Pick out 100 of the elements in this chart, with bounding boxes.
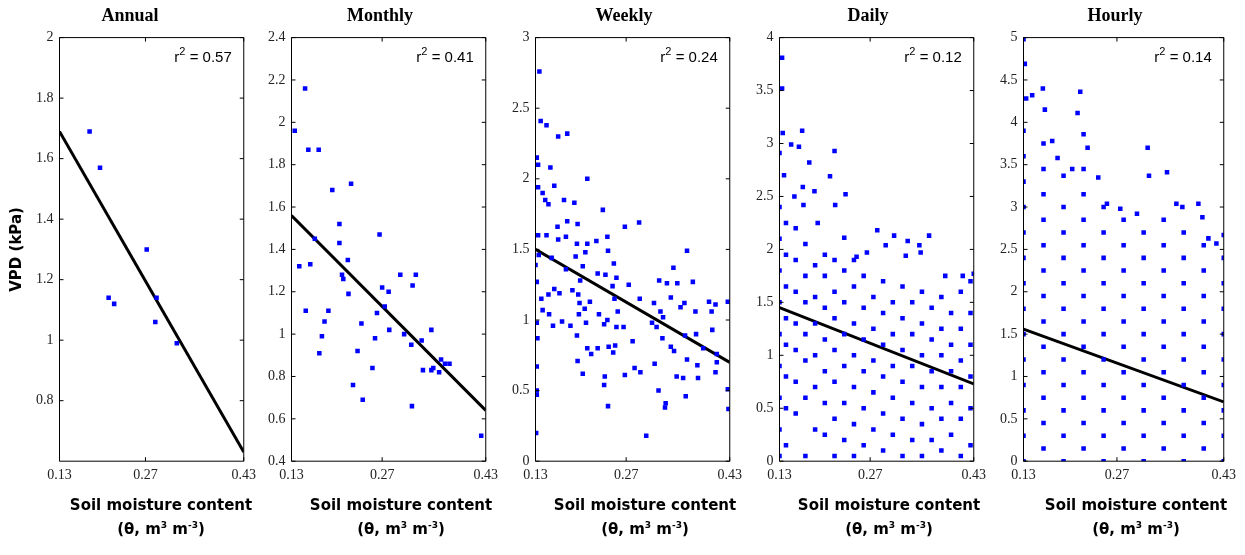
point xyxy=(308,261,313,267)
x-axis-title: Soil moisture content (θ, m$^{3}$ m$^{-3}$) xyxy=(552,495,738,539)
point xyxy=(429,327,434,333)
x-tick-label: 0.27 xyxy=(369,467,395,483)
point xyxy=(359,321,364,326)
y-tick-label: 1.5 xyxy=(1000,325,1018,341)
y-tick-label: 0.5 xyxy=(1000,410,1018,426)
point xyxy=(330,187,335,193)
y-tick-label: 1.5 xyxy=(756,294,774,310)
point xyxy=(322,319,327,324)
y-tick-label: 2.4 xyxy=(268,29,286,45)
point xyxy=(297,264,302,269)
point xyxy=(317,350,322,356)
x-tick-label: 0.43 xyxy=(717,467,742,483)
y-tick-label: 3.5 xyxy=(1000,156,1018,172)
point xyxy=(97,165,103,170)
y-tick-label: 1.8 xyxy=(36,89,54,105)
point xyxy=(387,327,392,333)
point xyxy=(302,86,308,91)
point xyxy=(144,247,149,252)
y-tick-label: 0.6 xyxy=(268,410,286,426)
y-tick-label: 1.6 xyxy=(268,198,286,214)
x-tick-label: 0.43 xyxy=(961,467,986,483)
y-tick-label: 1.2 xyxy=(36,271,54,287)
x-axis-title: Soil moisture content (θ, m$^{3}$ m$^{-3}$) xyxy=(308,495,494,539)
x-tick-label: 0.43 xyxy=(473,467,498,483)
y-tick-label: 2.5 xyxy=(1000,241,1018,257)
y-tick-label: 0.4 xyxy=(268,452,286,468)
point xyxy=(87,129,92,134)
point xyxy=(346,291,351,297)
point xyxy=(106,295,111,301)
y-tick-label: 4 xyxy=(1010,113,1018,129)
point xyxy=(436,369,442,375)
y-tick-label: 5 xyxy=(1010,29,1018,45)
x-tick-label: 0.13 xyxy=(47,467,72,483)
point xyxy=(337,221,342,227)
point xyxy=(377,232,382,237)
y-tick-label: 1 xyxy=(46,331,54,347)
point xyxy=(370,365,375,371)
x-axis-title: Soil moisture content (θ, m$^{3}$ m$^{-3}$) xyxy=(796,495,982,539)
point xyxy=(379,285,385,290)
x-tick-label: 0.27 xyxy=(613,467,639,483)
x-tick-label: 0.27 xyxy=(1104,467,1130,483)
y-tick-label: 3.5 xyxy=(756,82,774,98)
y-tick-label: 2.2 xyxy=(268,71,286,87)
y-tick-label: 1.5 xyxy=(512,241,530,257)
y-tick-label: 1 xyxy=(522,311,530,327)
chart-title: Daily xyxy=(847,5,889,26)
y-tick-label: 2 xyxy=(766,241,774,257)
y-tick-label: 1.4 xyxy=(268,241,286,257)
x-tick-label: 0.43 xyxy=(231,467,256,483)
x-tick-label: 0.13 xyxy=(1011,467,1036,483)
point xyxy=(153,319,158,325)
chart-title: Annual xyxy=(101,5,159,26)
y-tick-label: 0.8 xyxy=(268,368,286,384)
point xyxy=(409,342,414,347)
point xyxy=(386,289,391,295)
point xyxy=(372,336,378,341)
y-tick-label: 2 xyxy=(46,29,54,45)
y-tick-label: 1 xyxy=(766,346,774,362)
point xyxy=(410,283,415,288)
y-tick-label: 1.2 xyxy=(268,283,286,299)
y-tick-label: 2 xyxy=(522,170,530,186)
point xyxy=(382,304,387,309)
y-tick-label: 0 xyxy=(1010,452,1018,468)
chart-title: Hourly xyxy=(1087,5,1143,26)
x-tick-label: 0.13 xyxy=(767,467,792,483)
x-tick-label: 0.13 xyxy=(279,467,304,483)
point xyxy=(306,147,311,153)
x-tick-label: 0.43 xyxy=(1211,467,1236,483)
x-axis-title: Soil moisture content (θ, m$^{3}$ m$^{-3}$) xyxy=(1043,495,1229,539)
point xyxy=(419,338,424,343)
y-tick-label: 2.5 xyxy=(756,188,774,204)
point xyxy=(154,295,159,301)
point xyxy=(341,276,346,282)
y-tick-label: 4.5 xyxy=(1000,71,1018,87)
y-tick-label: 0 xyxy=(522,452,530,468)
y-tick-label: 1 xyxy=(278,325,286,341)
y-tick-label: 1.6 xyxy=(36,150,54,166)
y-tick-label: 0 xyxy=(766,452,774,468)
chart-title: Monthly xyxy=(346,5,414,26)
point xyxy=(326,308,331,314)
y-tick-label: 0.5 xyxy=(756,399,774,415)
y-tick-label: 1.4 xyxy=(36,210,54,226)
x-tick-label: 0.13 xyxy=(523,467,548,483)
y-tick-label: 1.8 xyxy=(268,156,286,172)
point xyxy=(337,240,342,246)
y-tick-label: 0.5 xyxy=(512,382,530,398)
point xyxy=(348,181,354,187)
point xyxy=(316,147,321,153)
y-tick-label: 1 xyxy=(1010,368,1018,384)
x-tick-label: 0.27 xyxy=(857,467,883,483)
point xyxy=(438,357,444,362)
point xyxy=(292,128,297,134)
chart-title: Weekly xyxy=(595,5,653,26)
point xyxy=(360,397,365,403)
point xyxy=(447,361,452,367)
y-tick-label: 3 xyxy=(522,29,530,45)
y-tick-label: 0.8 xyxy=(36,392,54,408)
y-tick-label: 2 xyxy=(278,113,286,129)
